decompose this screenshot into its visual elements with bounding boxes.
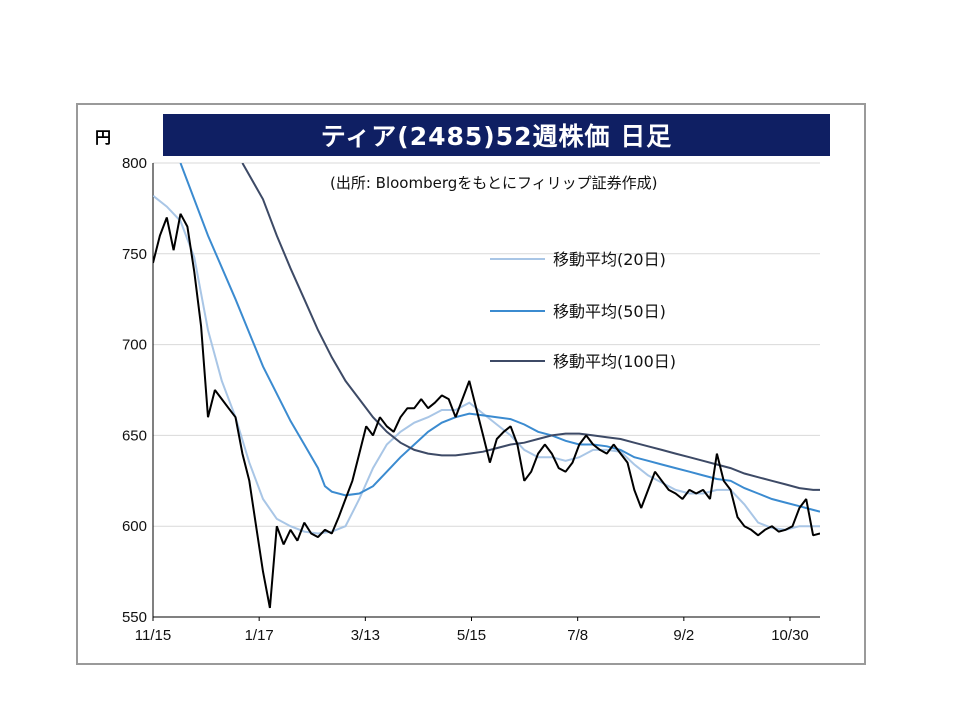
grid-layer [153, 162, 820, 618]
legend-label-1: 移動平均(50日) [553, 302, 666, 321]
legend: 移動平均(20日) 移動平均(50日) 移動平均(100日) [490, 250, 676, 371]
y-tick-label: 800 [122, 155, 147, 172]
y-tick-label: 750 [122, 246, 147, 263]
source-note: (出所: Bloombergをもとにフィリップ証券作成) [330, 174, 658, 192]
x-tick-label: 11/15 [135, 627, 171, 644]
ma-line-2 [241, 163, 820, 491]
x-tick-label: 10/30 [771, 627, 809, 644]
x-tick-label: 9/2 [673, 627, 694, 644]
x-tick-label: 7/8 [567, 627, 588, 644]
y-tick-label: 600 [122, 518, 147, 535]
ma-line-0 [153, 194, 820, 535]
price-line [153, 213, 820, 609]
x-tick-label: 3/13 [351, 627, 380, 644]
y-tick-label: 700 [122, 337, 147, 354]
x-tick-label: 5/15 [457, 627, 486, 644]
y-tick-label: 650 [122, 427, 147, 444]
chart-title: ティア(2485)52週株価 日足 [163, 114, 830, 156]
x-tick-label: 1/17 [245, 627, 274, 644]
y-axis-unit: 円 [95, 128, 112, 147]
series-layer [153, 163, 820, 609]
legend-label-0: 移動平均(20日) [553, 250, 666, 269]
y-tick-label: 550 [122, 609, 147, 626]
legend-label-2: 移動平均(100日) [553, 352, 676, 371]
ma-line-1 [179, 163, 820, 513]
